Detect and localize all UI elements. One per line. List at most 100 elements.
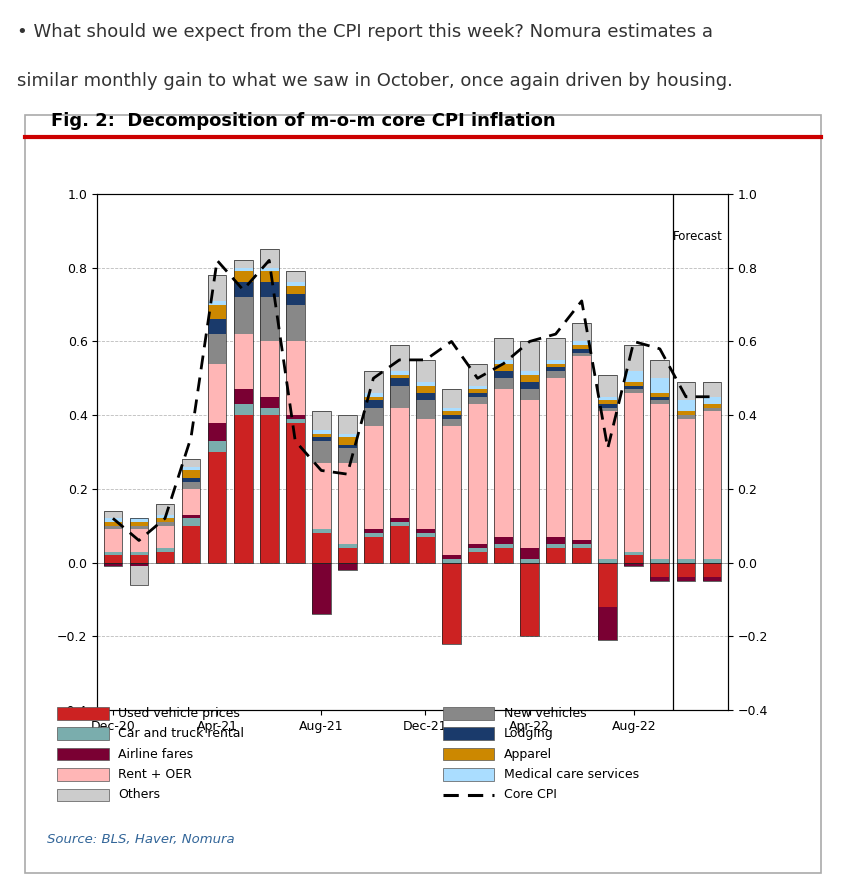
Text: Rent + OER: Rent + OER bbox=[118, 768, 192, 781]
Bar bbox=[208, 452, 227, 563]
Bar bbox=[338, 415, 357, 434]
Bar bbox=[364, 537, 382, 563]
Bar bbox=[156, 519, 174, 522]
Bar bbox=[129, 566, 148, 585]
Bar bbox=[598, 607, 617, 640]
Bar bbox=[651, 400, 669, 404]
Bar bbox=[156, 504, 174, 515]
Bar bbox=[494, 338, 513, 360]
Bar bbox=[677, 563, 695, 578]
Bar bbox=[364, 533, 382, 537]
Bar bbox=[156, 504, 174, 563]
Bar bbox=[260, 415, 278, 563]
Bar bbox=[651, 360, 669, 563]
Bar bbox=[58, 768, 108, 781]
Bar bbox=[702, 578, 722, 581]
Bar bbox=[651, 578, 669, 581]
Bar bbox=[390, 526, 409, 563]
Bar bbox=[156, 551, 174, 563]
Bar bbox=[312, 563, 331, 614]
Bar bbox=[442, 559, 461, 563]
Bar bbox=[651, 393, 669, 397]
Bar bbox=[573, 323, 591, 341]
Bar bbox=[677, 382, 695, 400]
Bar bbox=[338, 544, 357, 548]
Bar bbox=[182, 515, 201, 519]
Bar bbox=[547, 544, 565, 548]
Bar bbox=[233, 389, 252, 404]
Bar bbox=[233, 297, 252, 334]
Bar bbox=[129, 563, 148, 566]
Bar bbox=[312, 430, 331, 434]
Bar bbox=[494, 544, 513, 548]
Bar bbox=[58, 728, 108, 740]
Bar bbox=[573, 341, 591, 345]
Bar bbox=[233, 404, 252, 415]
Bar bbox=[443, 748, 494, 760]
Bar bbox=[468, 404, 487, 544]
Bar bbox=[598, 563, 617, 640]
Bar bbox=[233, 268, 252, 272]
Bar bbox=[208, 334, 227, 363]
Bar bbox=[416, 419, 435, 529]
Text: Used vehicle prices: Used vehicle prices bbox=[118, 706, 240, 720]
Bar bbox=[547, 338, 565, 360]
Bar bbox=[702, 397, 722, 404]
Bar bbox=[598, 407, 617, 412]
Bar bbox=[520, 563, 539, 636]
Bar bbox=[260, 250, 278, 563]
Bar bbox=[677, 563, 695, 581]
Bar bbox=[338, 445, 357, 448]
Bar bbox=[103, 563, 123, 566]
Bar bbox=[260, 272, 278, 282]
Bar bbox=[286, 415, 305, 419]
Bar bbox=[364, 407, 382, 426]
Bar bbox=[573, 353, 591, 356]
Bar bbox=[129, 519, 148, 563]
Bar bbox=[208, 275, 227, 301]
Bar bbox=[103, 519, 123, 522]
Bar bbox=[390, 375, 409, 378]
Bar bbox=[598, 375, 617, 397]
Bar bbox=[520, 341, 539, 371]
Bar bbox=[416, 529, 435, 533]
Bar bbox=[103, 526, 123, 529]
Bar bbox=[286, 341, 305, 415]
Bar bbox=[494, 378, 513, 389]
Bar bbox=[312, 529, 331, 533]
Bar bbox=[103, 529, 123, 551]
Bar bbox=[390, 385, 409, 407]
Text: New vehicles: New vehicles bbox=[503, 706, 586, 720]
Bar bbox=[182, 470, 201, 478]
Bar bbox=[442, 419, 461, 426]
Bar bbox=[468, 544, 487, 548]
Bar bbox=[208, 319, 227, 334]
Bar bbox=[443, 728, 494, 740]
Bar bbox=[520, 548, 539, 559]
Bar bbox=[103, 522, 123, 526]
Bar bbox=[129, 522, 148, 526]
Bar bbox=[573, 345, 591, 348]
Bar bbox=[677, 578, 695, 581]
Bar bbox=[260, 297, 278, 341]
Bar bbox=[468, 385, 487, 389]
Bar bbox=[468, 551, 487, 563]
Bar bbox=[338, 563, 357, 570]
Bar bbox=[702, 404, 722, 407]
Bar bbox=[442, 415, 461, 419]
Bar bbox=[494, 338, 513, 563]
Text: Apparel: Apparel bbox=[503, 748, 552, 760]
Bar bbox=[103, 511, 123, 563]
Text: • What should we expect from the CPI report this week? Nomura estimates a: • What should we expect from the CPI rep… bbox=[17, 24, 712, 41]
Bar bbox=[494, 389, 513, 537]
Bar bbox=[677, 419, 695, 559]
Bar bbox=[25, 115, 821, 873]
Bar bbox=[468, 397, 487, 404]
Bar bbox=[520, 341, 539, 563]
Bar bbox=[624, 385, 643, 389]
Bar bbox=[338, 437, 357, 445]
Bar bbox=[598, 563, 617, 607]
Bar bbox=[208, 422, 227, 441]
Bar bbox=[390, 407, 409, 519]
Bar bbox=[156, 522, 174, 526]
